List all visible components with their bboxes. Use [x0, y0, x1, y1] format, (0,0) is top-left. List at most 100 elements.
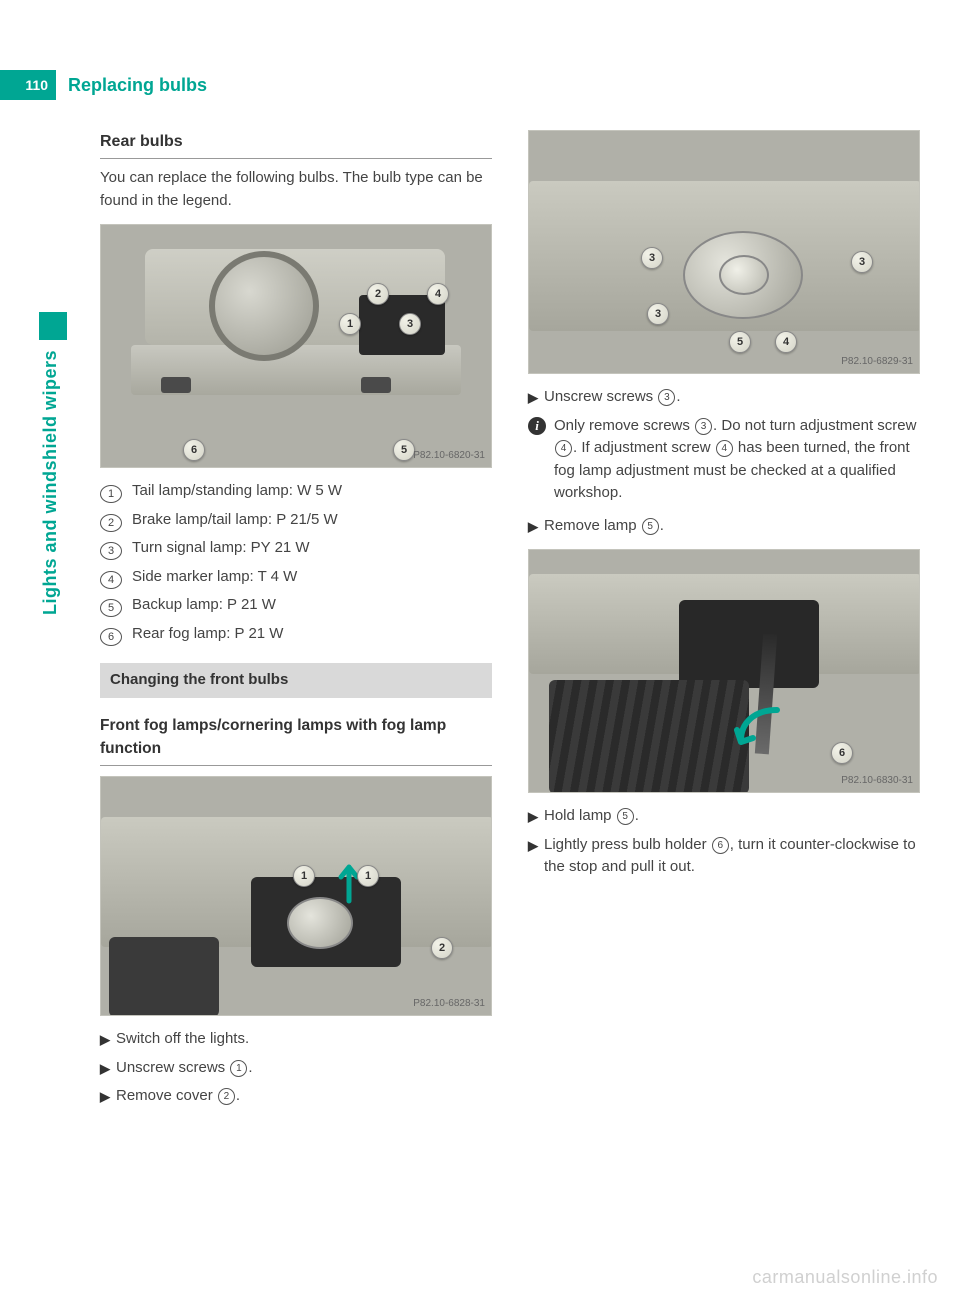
figure-callout: 5 [393, 439, 415, 461]
spare-tire-shape [209, 251, 319, 361]
figure-callout: 3 [641, 247, 663, 269]
ref-circle: 3 [695, 418, 712, 435]
figure-callout: 2 [431, 937, 453, 959]
content-columns: Rear bulbs You can replace the following… [100, 130, 920, 1114]
step-text-pre: Hold lamp [544, 807, 616, 824]
legend-row: 5Backup lamp: P 21 W [100, 594, 492, 617]
step-text-pre: Remove cover [116, 1087, 217, 1104]
step-text: Remove cover 2. [116, 1085, 492, 1108]
step-text-pre: Unscrew screws [544, 388, 657, 405]
step: ▶ Remove cover 2. [100, 1085, 492, 1108]
legend-text: Tail lamp/standing lamp: W 5 W [132, 480, 342, 503]
fog-recess [679, 600, 819, 688]
legend-row: 3 Turn signal lamp: PY 21 W [100, 537, 492, 560]
figure-callout: 4 [775, 331, 797, 353]
figure-label: P82.10-6829-31 [841, 354, 913, 369]
step-text-post: . [635, 807, 639, 824]
legend-row: 2 Brake lamp/tail lamp: P 21/5 W [100, 509, 492, 532]
legend-text: Rear fog lamp: P 21 W [132, 623, 283, 646]
ref-circle: 4 [555, 440, 572, 457]
figure-callout: 6 [183, 439, 205, 461]
ref-circle: 4 [716, 440, 733, 457]
legend-text: Turn signal lamp: PY 21 W [132, 537, 310, 560]
step-text-pre: Lightly press bulb holder [544, 836, 711, 853]
side-tab-label: Lights and windshield wipers [40, 350, 61, 770]
step: ▶ Remove lamp 5. [528, 515, 920, 538]
subheading-changing-front-bulbs: Changing the front bulbs [100, 663, 492, 698]
legend-row: 6 Rear fog lamp: P 21 W [100, 623, 492, 646]
figure-label: P82.10-6830-31 [841, 773, 913, 788]
figure-callout: 6 [831, 742, 853, 764]
figure-callout: 1 [293, 865, 315, 887]
arrow-rotate-icon [733, 700, 789, 750]
step-text-pre: Unscrew screws [116, 1059, 229, 1076]
ref-circle: 5 [617, 808, 634, 825]
figure-callout: 4 [427, 283, 449, 305]
step: ▶ Lightly press bulb holder 6, turn it c… [528, 834, 920, 879]
legend-list: 1 Tail lamp/standing lamp: W 5 W 2 Brake la… [100, 480, 492, 645]
step-text: Unscrew screws 3. [544, 386, 920, 409]
intro-paragraph: You can replace the following bulbs. The… [100, 167, 492, 212]
legend-number: 2 [100, 514, 122, 532]
ref-circle: 3 [658, 389, 675, 406]
ref-circle: 6 [712, 837, 729, 854]
legend-number: 4 [100, 571, 122, 589]
legend-row: 4 Side marker lamp: T 4 W [100, 566, 492, 589]
step: ▶ Unscrew screws 1. [100, 1057, 492, 1080]
step-text: Remove lamp 5. [544, 515, 920, 538]
t: . Do not turn adjustment screw [713, 417, 916, 434]
backup-lamp-shape [361, 377, 391, 393]
step-marker-icon: ▶ [100, 1028, 116, 1050]
ref-circle: 2 [218, 1088, 235, 1105]
legend-number: 6 [100, 628, 122, 646]
step: ▶ Hold lamp 5. [528, 805, 920, 828]
watermark: carmanualsonline.info [752, 1267, 938, 1288]
tire-shape [549, 680, 749, 793]
step-marker-icon: ▶ [528, 834, 544, 856]
figure-callout: 2 [367, 283, 389, 305]
step-text: Switch off the lights. [116, 1028, 492, 1051]
figure-callout: 5 [729, 331, 751, 353]
header: 110 Replacing bulbs [0, 70, 207, 100]
info-note: i Only remove screws 3. Do not turn adju… [528, 415, 920, 505]
figure-front-fog-cover: 112 P82.10-6828-31 [100, 776, 492, 1016]
figure-callout: 3 [647, 303, 669, 325]
legend-row: 1 Tail lamp/standing lamp: W 5 W [100, 480, 492, 503]
info-icon: i [528, 417, 546, 435]
figure-label: P82.10-6820-31 [413, 448, 485, 463]
legend-text: Brake lamp/tail lamp: P 21/5 W [132, 509, 338, 532]
fog-lamp-lens [719, 255, 769, 295]
step-text: Hold lamp 5. [544, 805, 920, 828]
figure-callout: 3 [399, 313, 421, 335]
h2-front-fog-lamps: Front fog lamps/cornering lamps with fog… [100, 714, 492, 767]
figure-callout: 3 [851, 251, 873, 273]
step-text: Lightly press bulb holder 6, turn it cou… [544, 834, 920, 879]
figure-callout: 1 [339, 313, 361, 335]
step: ▶ Switch off the lights. [100, 1028, 492, 1051]
step-marker-icon: ▶ [100, 1057, 116, 1079]
legend-number: 5 [100, 599, 122, 617]
side-tab-marker [39, 312, 67, 340]
legend-number: 1 [100, 485, 122, 503]
step-text-post: . [236, 1087, 240, 1104]
t: . If adjustment screw [573, 439, 715, 456]
step-list-right-1: ▶ Unscrew screws 3. [528, 386, 920, 409]
ref-circle: 5 [642, 518, 659, 535]
section-title-rear-bulbs: Rear bulbs [100, 130, 492, 159]
chapter-title: Replacing bulbs [56, 75, 207, 96]
tire-shape [109, 937, 219, 1016]
step-text-post: . [248, 1059, 252, 1076]
step-marker-icon: ▶ [528, 386, 544, 408]
right-column: 33345 P82.10-6829-31 ▶ Unscrew screws 3.… [528, 130, 920, 1114]
step-marker-icon: ▶ [100, 1085, 116, 1107]
t: Only remove screws [554, 417, 694, 434]
step-list-right-2: ▶ Remove lamp 5. [528, 515, 920, 538]
figure-rear-bulbs: 1234 5 6 P82.10-6820-31 [100, 224, 492, 468]
step-text-pre: Remove lamp [544, 517, 641, 534]
figure-fog-lamp-screws: 3 3 3 4 5 P82.10-6829-31 [528, 130, 920, 374]
step-marker-icon: ▶ [528, 805, 544, 827]
page-number-box: 110 [0, 70, 56, 100]
step-list-right-3: ▶ Hold lamp 5. ▶ Lightly press bulb hold… [528, 805, 920, 879]
legend-number: 3 [100, 542, 122, 560]
legend-text: Side marker lamp: T 4 W [132, 566, 297, 589]
